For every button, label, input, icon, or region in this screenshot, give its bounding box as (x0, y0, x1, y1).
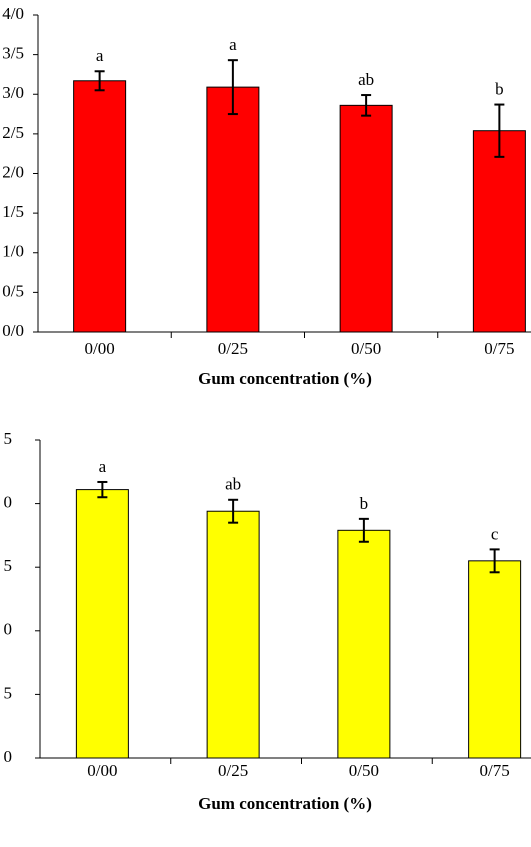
x-tick-label: 0/75 (484, 339, 514, 358)
x-tick-label: 0/25 (218, 339, 248, 358)
bar (75, 489, 129, 759)
significance-letter: b (495, 79, 504, 98)
bar (73, 80, 127, 333)
x-tick-label: 0/50 (349, 761, 379, 780)
y-tick-label: 0 (4, 620, 13, 639)
y-tick-label: 0 (4, 747, 13, 766)
y-tick-label: 1/0 (2, 242, 24, 261)
significance-letter: ab (358, 70, 374, 89)
x-tick-label: 0/00 (87, 761, 117, 780)
significance-letter: a (229, 35, 237, 54)
y-tick-label: 5 (4, 429, 13, 448)
x-tick-label: 0/50 (351, 339, 381, 358)
x-tick-label: 0/75 (480, 761, 510, 780)
significance-letter: a (96, 46, 104, 65)
y-tick-label: 1/5 (2, 202, 24, 221)
y-tick-label: 4/0 (2, 4, 24, 23)
y-tick-label: 0 (4, 493, 13, 512)
bar (337, 529, 391, 759)
y-tick-label: 5 (4, 683, 13, 702)
x-tick-label: 0/00 (85, 339, 115, 358)
significance-letter: ab (225, 475, 241, 494)
x-axis-label: Gum concentration (%) (198, 369, 372, 388)
significance-letter: c (491, 524, 499, 543)
bar (339, 104, 393, 333)
x-tick-label: 0/25 (218, 761, 248, 780)
bar (206, 510, 260, 759)
y-tick-label: 2/5 (2, 123, 24, 142)
x-axis-label: Gum concentration (%) (198, 794, 372, 813)
significance-letter: b (360, 494, 369, 513)
bar (468, 560, 522, 759)
bar (472, 130, 526, 333)
y-tick-label: 5 (4, 556, 13, 575)
y-tick-label: 0/5 (2, 281, 24, 300)
y-tick-label: 3/5 (2, 44, 24, 63)
y-tick-label: 3/0 (2, 83, 24, 102)
y-tick-label: 0/0 (2, 321, 24, 340)
significance-letter: a (99, 457, 107, 476)
bar (206, 86, 260, 333)
y-tick-label: 2/0 (2, 162, 24, 181)
